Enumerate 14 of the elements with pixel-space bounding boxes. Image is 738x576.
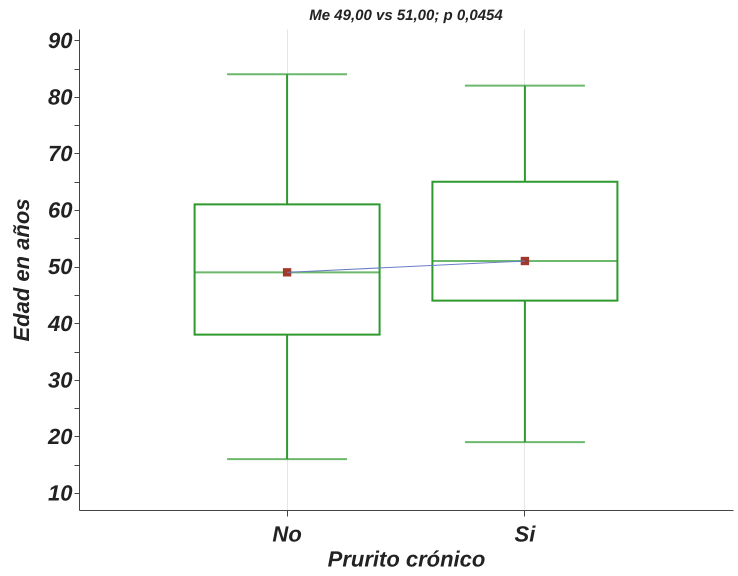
y-tick-label: 10	[48, 480, 74, 506]
y-tick-label: 60	[48, 198, 74, 223]
y-tick-label: 90	[48, 28, 74, 53]
x-axis-title: Prurito crónico	[328, 546, 486, 572]
x-tick-label: Si	[514, 522, 536, 546]
y-tick-label: 70	[48, 140, 74, 166]
y-axis-title: Edad en años	[9, 198, 34, 342]
y-tick-label: 30	[48, 367, 74, 392]
chart-title: Me 49,00 vs 51,00; p 0,0454	[309, 7, 504, 24]
y-tick-label: 40	[47, 310, 74, 336]
y-tick-label: 80	[48, 84, 74, 110]
y-tick-label: 50	[48, 254, 74, 280]
y-tick-label: 20	[47, 424, 74, 449]
x-tick-label: No	[272, 522, 302, 546]
